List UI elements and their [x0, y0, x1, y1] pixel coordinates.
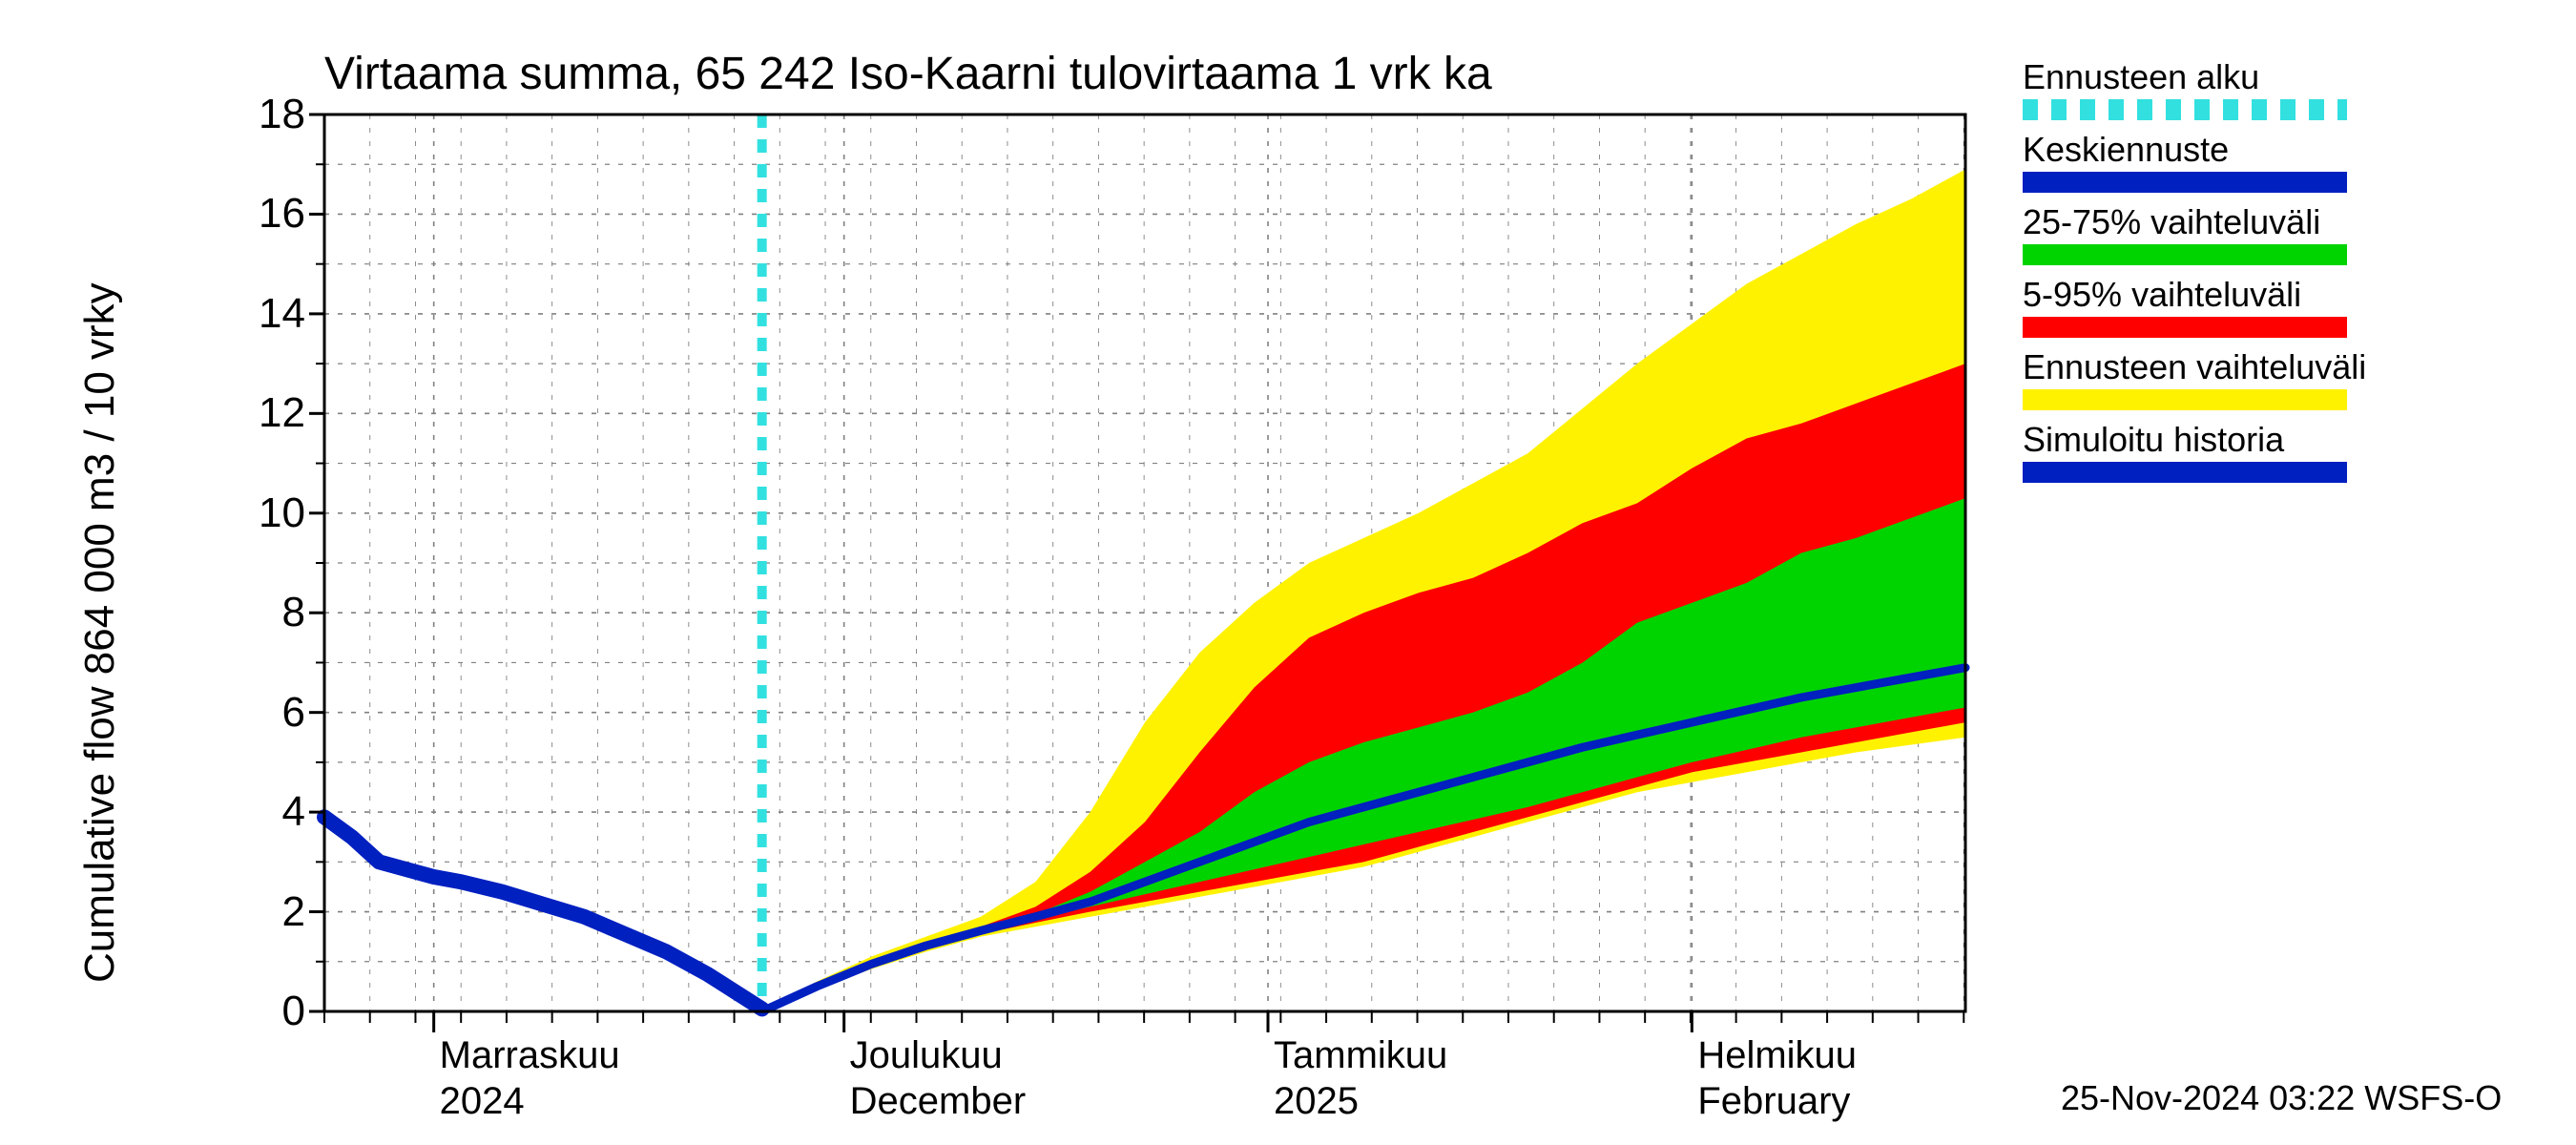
legend-label: Ennusteen vaihteluväli [2023, 347, 2366, 387]
chart-container: Virtaama summa, 65 242 Iso-Kaarni tulovi… [0, 0, 2576, 1145]
legend-label: 25-75% vaihteluväli [2023, 202, 2366, 242]
y-tick-label: 18 [229, 91, 305, 138]
chart-footer: 25-Nov-2024 03:22 WSFS-O [2061, 1078, 2502, 1118]
legend-item: 25-75% vaihteluväli [2023, 202, 2366, 275]
y-tick-label: 14 [229, 290, 305, 338]
y-tick-label: 6 [229, 689, 305, 737]
y-tick-label: 2 [229, 888, 305, 936]
legend-item: Ennusteen alku [2023, 57, 2366, 130]
y-tick-label: 16 [229, 190, 305, 238]
y-tick-label: 4 [229, 788, 305, 836]
legend: Ennusteen alku Keskiennuste 25-75% vaihtel… [2023, 57, 2366, 492]
y-tick-label: 8 [229, 589, 305, 636]
x-month-label-fi: Joulukuu [850, 1034, 1003, 1077]
legend-swatch [2023, 389, 2347, 410]
x-month-label-en: 2025 [1274, 1080, 1359, 1123]
legend-label: Simuloitu historia [2023, 420, 2366, 460]
x-month-label-en: February [1697, 1080, 1850, 1123]
legend-swatch [2023, 172, 2347, 193]
x-month-label-fi: Tammikuu [1274, 1034, 1447, 1077]
legend-label: Ennusteen alku [2023, 57, 2366, 97]
x-month-label-en: December [850, 1080, 1027, 1123]
legend-item: Ennusteen vaihteluväli [2023, 347, 2366, 420]
y-tick-label: 10 [229, 489, 305, 537]
x-month-label-fi: Helmikuu [1697, 1034, 1857, 1077]
legend-swatch [2023, 99, 2347, 120]
legend-item: Keskiennuste [2023, 130, 2366, 202]
legend-swatch [2023, 317, 2347, 338]
x-month-label-fi: Marraskuu [440, 1034, 620, 1077]
legend-swatch [2023, 244, 2347, 265]
legend-label: Keskiennuste [2023, 130, 2366, 170]
legend-swatch [2023, 462, 2347, 483]
y-tick-label: 0 [229, 988, 305, 1035]
y-tick-label: 12 [229, 389, 305, 437]
x-month-label-en: 2024 [440, 1080, 525, 1123]
legend-item: 5-95% vaihteluväli [2023, 275, 2366, 347]
legend-item: Simuloitu historia [2023, 420, 2366, 492]
legend-label: 5-95% vaihteluväli [2023, 275, 2366, 315]
